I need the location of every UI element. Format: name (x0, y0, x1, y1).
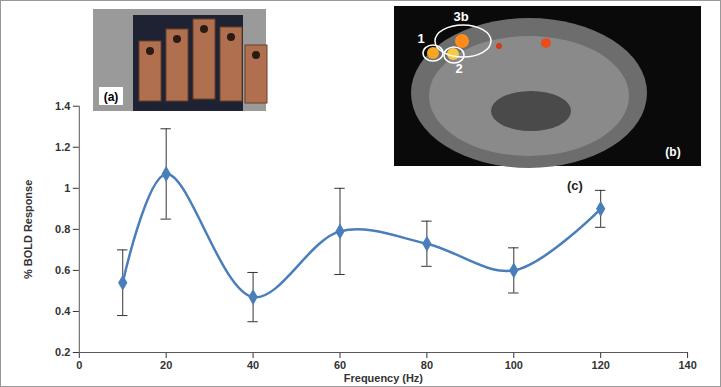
svg-text:2: 2 (455, 61, 462, 76)
svg-text:0: 0 (76, 359, 82, 371)
svg-text:80: 80 (421, 359, 433, 371)
svg-text:(c): (c) (567, 178, 583, 193)
svg-text:0.4: 0.4 (55, 305, 71, 317)
svg-text:1.2: 1.2 (55, 141, 70, 153)
svg-text:0.6: 0.6 (55, 264, 70, 276)
svg-text:60: 60 (334, 359, 346, 371)
svg-text:% BOLD Response: % BOLD Response (22, 180, 34, 279)
svg-text:(a): (a) (104, 90, 119, 104)
svg-text:140: 140 (678, 359, 696, 371)
svg-text:1: 1 (64, 182, 70, 194)
svg-text:120: 120 (592, 359, 610, 371)
svg-text:3b: 3b (453, 9, 468, 24)
svg-text:(b): (b) (665, 145, 680, 159)
svg-text:100: 100 (505, 359, 523, 371)
svg-text:Frequency (Hz): Frequency (Hz) (344, 372, 423, 384)
svg-text:1: 1 (417, 31, 424, 46)
svg-text:1.4: 1.4 (55, 100, 71, 112)
svg-text:20: 20 (160, 359, 172, 371)
svg-text:40: 40 (247, 359, 259, 371)
svg-text:0.2: 0.2 (55, 346, 70, 358)
svg-text:0.8: 0.8 (55, 223, 70, 235)
